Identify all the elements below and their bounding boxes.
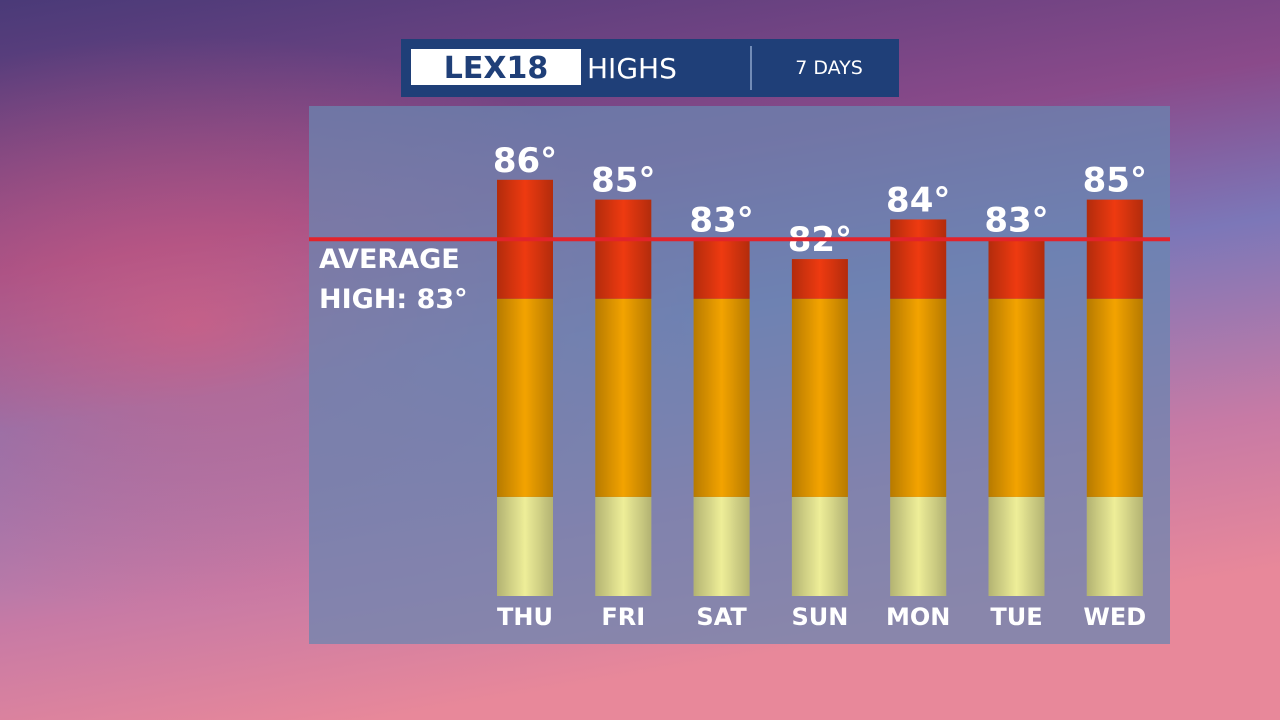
bar-shade [1086, 199, 1143, 597]
x-tick-label: TUE [990, 603, 1042, 631]
plot: 86°THU85°FRI83°SAT82°SUN84°MON83°TUE85°W… [309, 141, 1170, 631]
x-tick-label: SUN [791, 603, 848, 631]
average-label: HIGH: 83° [319, 284, 468, 315]
value-label: 86° [493, 141, 557, 181]
bar-shade [595, 199, 652, 597]
x-tick-label: THU [497, 603, 553, 631]
logo-box [411, 49, 581, 85]
x-tick-label: FRI [601, 603, 645, 631]
value-label: 85° [1083, 161, 1147, 201]
value-label: 84° [886, 180, 950, 220]
value-label: 83° [984, 200, 1048, 240]
x-tick-label: MON [886, 603, 950, 631]
header-subtitle: 7 DAYS [795, 57, 863, 79]
value-label: 83° [689, 200, 753, 240]
bar-shade [497, 179, 553, 596]
bar-shade [693, 239, 750, 597]
value-label: 85° [591, 161, 655, 201]
header-title: HIGHS [587, 52, 677, 85]
bar-shade [988, 239, 1045, 597]
x-tick-label: SAT [696, 603, 747, 631]
logo: LEX18 [444, 51, 549, 86]
bar-shade [791, 259, 848, 596]
bar-shade [890, 219, 947, 597]
x-tick-label: WED [1083, 603, 1146, 631]
average-label: AVERAGE [319, 244, 460, 275]
